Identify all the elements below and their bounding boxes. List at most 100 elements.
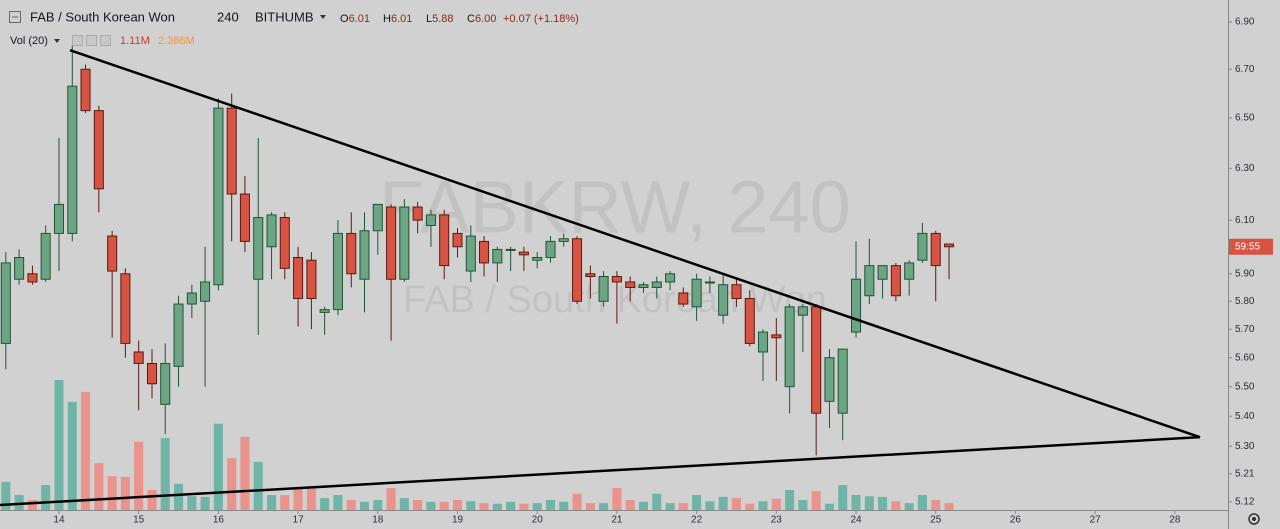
ohlc-value: 6.01: [391, 13, 412, 25]
x-tick-label: 20: [532, 515, 544, 526]
volume-bar: [466, 501, 476, 510]
volume-bar: [612, 488, 622, 510]
candle-body: [93, 110, 104, 190]
candle-body: [226, 107, 237, 195]
candle-body: [146, 362, 158, 385]
y-tick-label: 5.90: [1235, 268, 1255, 279]
candle-body: [186, 292, 197, 305]
x-tick-label: 19: [452, 515, 464, 526]
volume-bar: [904, 503, 914, 510]
volume-bar: [758, 501, 768, 510]
volume-bar: [678, 503, 688, 510]
close-icon[interactable]: [100, 35, 111, 46]
y-tick-label: 5.80: [1235, 296, 1255, 307]
volume-bar: [891, 501, 901, 510]
volume-bar: [240, 436, 250, 510]
candle-body: [545, 240, 556, 259]
ohlc-value: 6.01: [349, 13, 370, 25]
candle-body: [558, 238, 569, 242]
candle-body: [399, 206, 410, 280]
change: +0.07 (+1.18%): [503, 13, 579, 25]
candle-body: [253, 217, 264, 280]
candle-body: [213, 107, 224, 286]
x-tick-label: 23: [771, 515, 783, 526]
caret[interactable]: [320, 15, 326, 19]
symbol: FAB / South Korean Won: [30, 9, 175, 24]
candle-body: [837, 348, 848, 414]
candle-body: [386, 206, 397, 280]
volume-bar: [94, 463, 104, 510]
ohlc-value: 6.00: [475, 13, 496, 25]
volume-bar: [652, 493, 662, 510]
candle-body: [757, 331, 769, 353]
volume-bar: [413, 500, 423, 510]
volume-bar: [333, 495, 343, 510]
candle-body: [505, 248, 516, 251]
settings-icon[interactable]: [86, 35, 97, 46]
volume-bar: [944, 503, 954, 510]
volume-bar: [731, 498, 741, 510]
volume-bar: [346, 500, 356, 510]
volume-bar: [293, 488, 303, 510]
candle-body: [864, 265, 875, 297]
candle-body: [598, 276, 609, 302]
candle-body: [850, 278, 862, 333]
volume-value: 1.11M: [120, 35, 150, 47]
volume-bar: [599, 503, 609, 510]
candle-body: [744, 297, 755, 344]
volume-bar: [785, 490, 795, 510]
x-tick-label: 28: [1169, 515, 1181, 526]
ohlc-open: O6.01: [340, 13, 370, 25]
volume-bar: [638, 501, 648, 510]
volume-bar: [851, 495, 861, 510]
candle-body: [67, 85, 78, 234]
candle-body: [465, 235, 476, 272]
candle-body: [651, 281, 662, 288]
candle-body: [14, 257, 25, 280]
volume-bar: [824, 503, 835, 510]
y-tick-label: 5.70: [1235, 324, 1255, 335]
volume-average: 2.388M: [158, 35, 195, 47]
y-tick-label: 5.30: [1235, 441, 1255, 452]
ohlc-label: C: [467, 13, 475, 25]
x-tick-label: 15: [133, 515, 145, 526]
candle-body: [80, 68, 91, 112]
candle-body: [572, 238, 583, 302]
volume-bar: [771, 498, 781, 510]
candle-body: [930, 232, 941, 267]
volume-bar: [1, 481, 11, 510]
volume-bar: [545, 500, 556, 510]
volume-bar: [200, 496, 210, 510]
candle-body: [678, 292, 689, 305]
volume-bar: [878, 496, 888, 510]
ohlc-label: H: [383, 13, 391, 25]
volume-caret[interactable]: [54, 39, 60, 43]
x-tick-label: 14: [53, 515, 65, 526]
volume-bar: [705, 501, 715, 510]
ohlc-value: 5.88: [432, 13, 453, 25]
eye-icon[interactable]: [72, 35, 83, 46]
candle-body: [704, 281, 715, 284]
candle-body: [107, 235, 118, 272]
gear-hub: [1252, 517, 1256, 521]
volume-bar: [41, 485, 51, 510]
settings-gear[interactable]: [1248, 513, 1260, 525]
ohlc-label: O: [340, 13, 349, 25]
candle-body: [492, 248, 503, 264]
candle-body: [877, 265, 888, 280]
collapse-icon[interactable]: [9, 11, 21, 23]
volume-bar: [399, 498, 409, 510]
volume-bar: [147, 490, 157, 510]
volume-bar: [931, 500, 941, 510]
candle-body: [718, 284, 729, 316]
candle-body: [904, 262, 915, 280]
candle-body: [27, 273, 38, 283]
x-tick-label: 26: [1010, 515, 1022, 526]
candle-body: [40, 232, 51, 280]
y-tick-label: 6.30: [1235, 163, 1255, 174]
volume-bar: [386, 488, 396, 510]
x-tick-label: 18: [372, 515, 384, 526]
candle-body: [53, 203, 65, 234]
volume-bar: [120, 476, 130, 510]
